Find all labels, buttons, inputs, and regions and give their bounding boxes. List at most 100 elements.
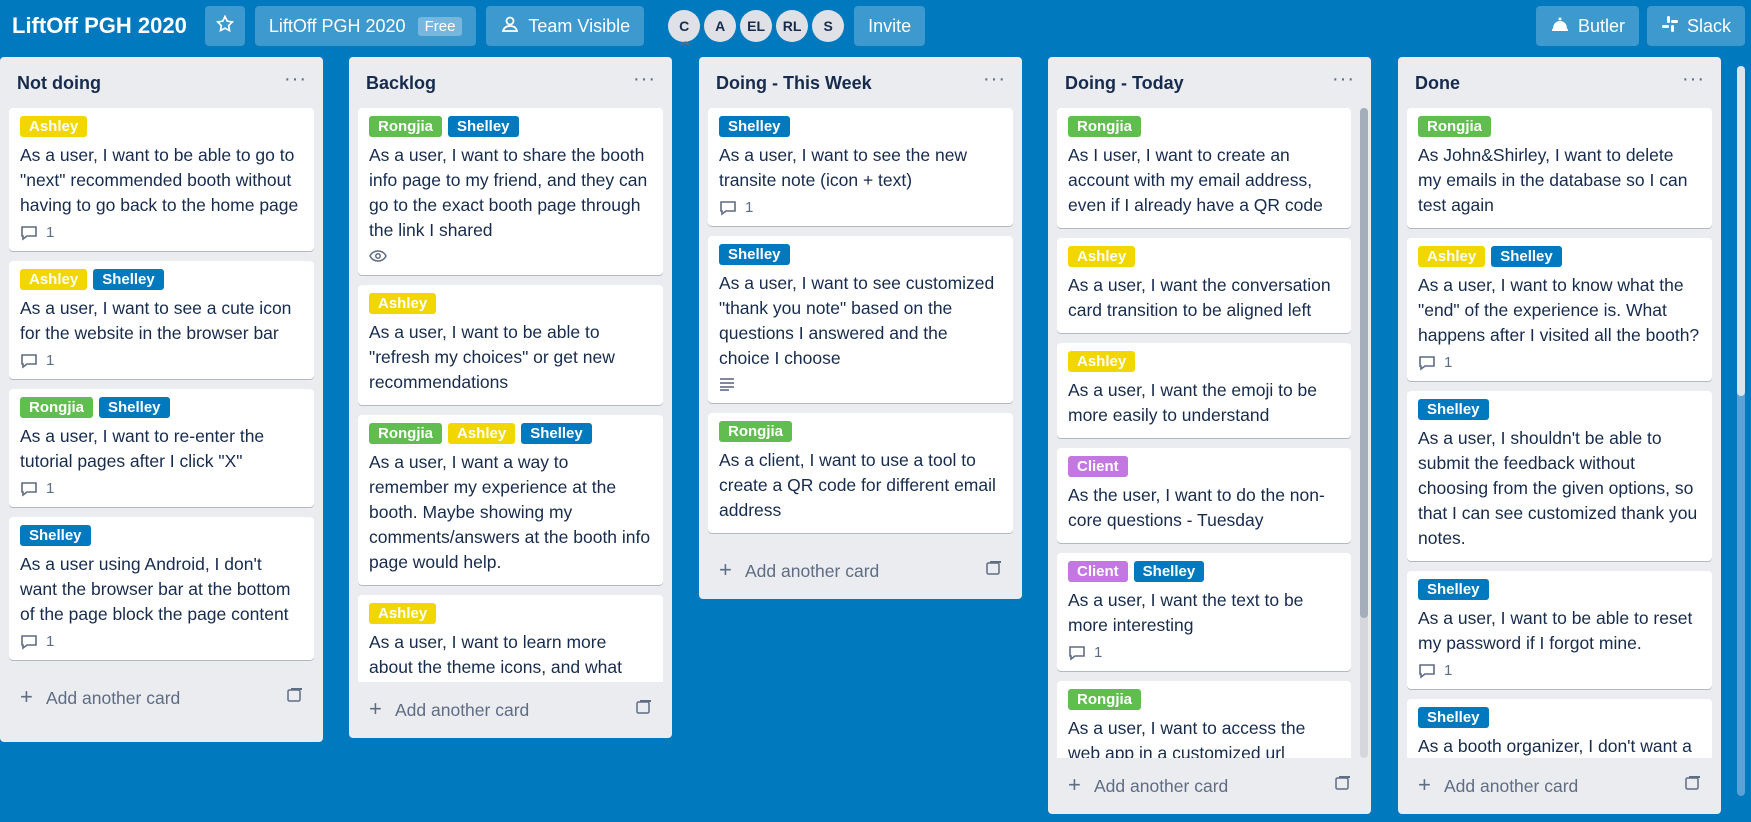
- card-label[interactable]: Rongjia: [20, 397, 93, 418]
- board-header: LiftOff PGH 2020 LiftOff PGH 2020 Free T…: [0, 0, 1751, 52]
- card-label[interactable]: Ashley: [20, 269, 88, 290]
- card[interactable]: Shelley As a user, I want to see customi…: [708, 236, 1013, 403]
- card[interactable]: Ashley As a user, I want the conversatio…: [1057, 238, 1351, 333]
- list-header: Backlog ···: [349, 57, 672, 108]
- card-label[interactable]: Rongjia: [1418, 116, 1491, 137]
- add-card-button[interactable]: + Add another card: [349, 682, 672, 738]
- card-label[interactable]: Shelley: [1418, 579, 1489, 600]
- avatar[interactable]: EL: [740, 10, 773, 42]
- butler-button[interactable]: Butler: [1535, 6, 1639, 46]
- list-menu-icon[interactable]: ···: [983, 68, 1006, 90]
- add-card-button[interactable]: + Add another card: [699, 543, 1022, 599]
- comment-count: 1: [46, 633, 55, 650]
- star-button[interactable]: [204, 6, 245, 46]
- board-scrollbar-thumb[interactable]: [1737, 66, 1745, 396]
- card[interactable]: Shelley As a user, I want to see the new…: [708, 108, 1013, 226]
- list-title[interactable]: Doing - This Week: [716, 73, 872, 93]
- card[interactable]: Ashley Shelley As a user, I want to see …: [9, 261, 314, 379]
- card-label[interactable]: Rongjia: [369, 423, 442, 444]
- workspace-button[interactable]: LiftOff PGH 2020 Free: [254, 6, 477, 46]
- card-title: As a user, I want to be able to reset my…: [1418, 608, 1693, 653]
- card[interactable]: Shelley As a user using Android, I don't…: [9, 517, 314, 660]
- list-title[interactable]: Doing - Today: [1065, 73, 1184, 93]
- card-label[interactable]: Shelley: [1418, 399, 1489, 420]
- card-template-icon[interactable]: [287, 687, 303, 708]
- card[interactable]: Rongjia As a user, I want to access the …: [1057, 681, 1351, 758]
- card-label[interactable]: Rongjia: [1068, 689, 1141, 710]
- card-label[interactable]: Ashley: [1068, 246, 1136, 267]
- card-label[interactable]: Client: [1068, 561, 1128, 582]
- scrollbar-thumb[interactable]: [1360, 108, 1368, 618]
- card[interactable]: Rongjia Shelley As a user, I want to re-…: [9, 389, 314, 507]
- card[interactable]: Ashley As a user, I want to be able to g…: [9, 108, 314, 251]
- card-label[interactable]: Shelley: [448, 116, 519, 137]
- card-label[interactable]: Ashley: [1068, 351, 1136, 372]
- card-title: As a user, I want to re-enter the tutori…: [20, 426, 265, 471]
- avatar[interactable]: RL: [776, 10, 809, 42]
- comment-count: 1: [1094, 644, 1103, 661]
- add-card-button[interactable]: + Add another card: [0, 670, 323, 726]
- card[interactable]: Client As the user, I want to do the non…: [1057, 448, 1351, 543]
- comment-icon: [1418, 663, 1438, 679]
- avatar[interactable]: S: [812, 10, 845, 42]
- card-labels: Ashley Shelley: [20, 269, 303, 290]
- card-template-icon[interactable]: [986, 560, 1002, 581]
- board-title[interactable]: LiftOff PGH 2020: [12, 13, 187, 38]
- avatar[interactable]: C ︽: [668, 10, 701, 48]
- avatar[interactable]: A: [704, 10, 737, 42]
- card[interactable]: Rongjia As John&Shirley, I want to delet…: [1407, 108, 1712, 228]
- card-label[interactable]: Ashley: [1418, 246, 1486, 267]
- card[interactable]: Ashley As a user, I want to learn more a…: [358, 595, 663, 682]
- card-label[interactable]: Shelley: [20, 525, 91, 546]
- card-label[interactable]: Ashley: [448, 423, 516, 444]
- card-label[interactable]: Ashley: [369, 293, 437, 314]
- list-menu-icon[interactable]: ···: [284, 68, 307, 90]
- card-title: As a user, I want to learn more about th…: [369, 632, 622, 677]
- card[interactable]: Shelley As a booth organizer, I don't wa…: [1407, 699, 1712, 758]
- card-label[interactable]: Shelley: [719, 116, 790, 137]
- invite-button[interactable]: Invite: [854, 6, 926, 46]
- card-label[interactable]: Client: [1068, 456, 1128, 477]
- card-template-icon[interactable]: [1335, 775, 1351, 796]
- card[interactable]: Rongjia As I user, I want to create an a…: [1057, 108, 1351, 228]
- card-labels: Shelley: [1418, 707, 1701, 728]
- card-label[interactable]: Rongjia: [1068, 116, 1141, 137]
- card-label[interactable]: Shelley: [99, 397, 170, 418]
- card[interactable]: Rongjia As a client, I want to use a too…: [708, 413, 1013, 533]
- card[interactable]: Rongjia Ashley Shelley As a user, I want…: [358, 415, 663, 585]
- card-label[interactable]: Rongjia: [369, 116, 442, 137]
- card-label[interactable]: Shelley: [93, 269, 164, 290]
- list-menu-icon[interactable]: ···: [1682, 68, 1705, 90]
- card[interactable]: Shelley As a user, I shouldn't be able t…: [1407, 391, 1712, 561]
- card-label[interactable]: Shelley: [521, 423, 592, 444]
- add-card-button[interactable]: + Add another card: [1398, 758, 1721, 814]
- card-label[interactable]: Shelley: [1418, 707, 1489, 728]
- card-label[interactable]: Rongjia: [719, 421, 792, 442]
- card[interactable]: Rongjia Shelley As a user, I want to sha…: [358, 108, 663, 275]
- card[interactable]: Ashley Shelley As a user, I want to know…: [1407, 238, 1712, 381]
- card[interactable]: Ashley As a user, I want the emoji to be…: [1057, 343, 1351, 438]
- card-label[interactable]: Ashley: [369, 603, 437, 624]
- avatar-initials: EL: [747, 18, 766, 34]
- list-title[interactable]: Not doing: [17, 73, 101, 93]
- slack-button[interactable]: Slack: [1646, 6, 1745, 46]
- card[interactable]: Client Shelley As a user, I want the tex…: [1057, 553, 1351, 671]
- card-label[interactable]: Ashley: [20, 116, 88, 137]
- list-menu-icon[interactable]: ···: [633, 68, 656, 90]
- card-label[interactable]: Shelley: [1133, 561, 1205, 582]
- card-template-icon[interactable]: [1685, 775, 1701, 796]
- card-template-icon[interactable]: [636, 699, 652, 720]
- card[interactable]: Ashley As a user, I want to be able to "…: [358, 285, 663, 405]
- list-menu-icon[interactable]: ···: [1332, 68, 1355, 90]
- add-card-button[interactable]: + Add another card: [1048, 758, 1371, 814]
- card-label[interactable]: Shelley: [719, 244, 790, 265]
- card[interactable]: Shelley As a user, I want to be able to …: [1407, 571, 1712, 689]
- avatar-initials: A: [715, 18, 726, 34]
- visibility-button[interactable]: Team Visible: [486, 6, 645, 46]
- list-not-doing: Not doing ··· Ashley As a user, I want t…: [0, 57, 323, 742]
- list-title[interactable]: Backlog: [366, 73, 437, 93]
- list-scrollbar[interactable]: [1360, 108, 1368, 758]
- list-title[interactable]: Done: [1415, 73, 1460, 93]
- board-scrollbar[interactable]: [1737, 66, 1745, 796]
- card-label[interactable]: Shelley: [1491, 246, 1562, 267]
